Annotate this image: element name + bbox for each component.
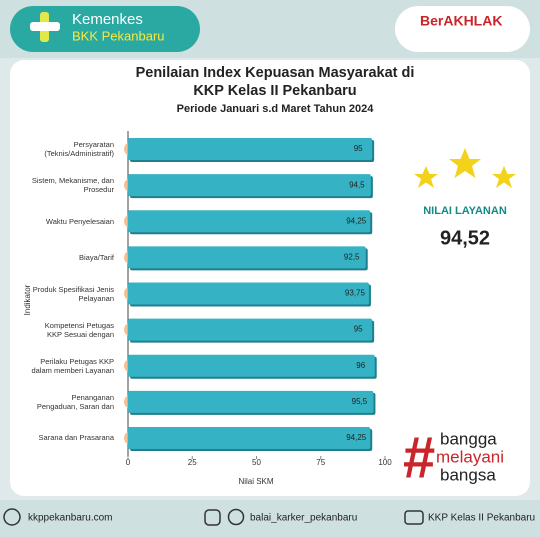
bar [128,318,373,341]
chart-title-1: Penilaian Index Kepuasan Masyarakat di [136,65,415,81]
x-axis-label: Nilai SKM [238,477,273,486]
value-label: 94,5 [349,180,365,189]
y-tick-label: Waktu Penyelesaian [30,204,114,238]
slogan-line: melayani [436,447,504,466]
value-label: 94,25 [346,433,367,442]
instagram-icon [204,509,221,526]
footer-band [0,500,540,537]
bar [128,210,371,233]
bar [128,426,371,449]
bar [128,354,375,377]
chart-title-2: KKP Kelas II Pekanbaru [193,83,356,99]
y-tick-label: Kompetensi Petugas KKP Sesuai dengan [30,313,114,347]
bar [128,138,373,161]
footer-instagram[interactable]: balai_karker_pekanbaru [250,513,357,524]
y-tick-text: Produk Spesifikasi Jenis Pelayanan [32,284,114,303]
card [10,60,530,496]
y-tick-text: Persyaratan (Teknis/Administratif) [44,140,114,159]
summary-label: NILAI LAYANAN [423,205,507,217]
bar [128,390,374,413]
values-pill [395,6,530,52]
value-label: 95 [354,325,363,334]
bar [128,246,366,269]
x-tick-label: 50 [252,458,261,467]
y-tick-text: Penanganan Pengaduan, Saran dan [36,392,114,411]
value-label: 95,5 [352,397,368,406]
facebook-icon [227,508,245,526]
x-tick-label: 100 [378,458,392,467]
y-tick-label: Sistem, Mekanisme, dan Prosedur [30,168,114,202]
value-label: 93,75 [345,289,366,298]
brand: Kemenkes [72,11,143,28]
x-tick-label: 25 [188,458,197,467]
y-axis-label: Indikator [23,284,32,315]
slogan-line: bangga [440,429,497,448]
y-tick-label: Perilaku Petugas KKP dalam memberi Layan… [30,349,114,383]
y-tick-text: Sarana dan Prasarana [38,433,114,443]
kemenkes-logo [30,12,60,42]
y-tick-label: Biaya/Tarif [30,240,114,274]
y-tick-text: Sistem, Mekanisme, dan Prosedur [31,176,114,195]
y-tick-text: Biaya/Tarif [78,252,114,262]
y-tick-label: Penanganan Pengaduan, Saran dan [30,385,114,419]
y-tick-label: Produk Spesifikasi Jenis Pelayanan [30,277,114,311]
bar [128,282,369,305]
x-tick-label: 75 [316,458,325,467]
y-tick-text: Waktu Penyelesaian [45,216,114,226]
web-icon [3,508,21,526]
unit: BKK Pekanbaru [72,28,165,43]
y-tick-label: Persyaratan (Teknis/Administratif) [30,132,114,166]
footer-youtube[interactable]: KKP Kelas II Pekanbaru [428,513,535,524]
y-tick-text: Kompetensi Petugas KKP Sesuai dengan [44,320,114,339]
x-tick-label: 0 [126,458,131,467]
chart-subtitle: Periode Januari s.d Maret Tahun 2024 [177,103,375,115]
value-label: 96 [356,361,365,370]
youtube-icon [404,510,424,525]
summary-score: 94,52 [440,227,490,249]
slogan-symbol: # [403,425,435,490]
brand-pill [10,6,200,52]
value-label: 95 [354,144,363,153]
footer-website[interactable]: kkppekanbaru.com [28,513,113,524]
y-tick-text: Perilaku Petugas KKP dalam memberi Layan… [31,356,114,375]
slogan-line: bangsa [440,465,496,484]
value-label: 94,25 [346,216,367,225]
values-logo: BerAKHLAK [420,13,502,29]
value-label: 92,5 [344,252,360,261]
y-tick-label: Sarana dan Prasarana [30,421,114,455]
stars [414,148,516,188]
bar [128,174,371,197]
